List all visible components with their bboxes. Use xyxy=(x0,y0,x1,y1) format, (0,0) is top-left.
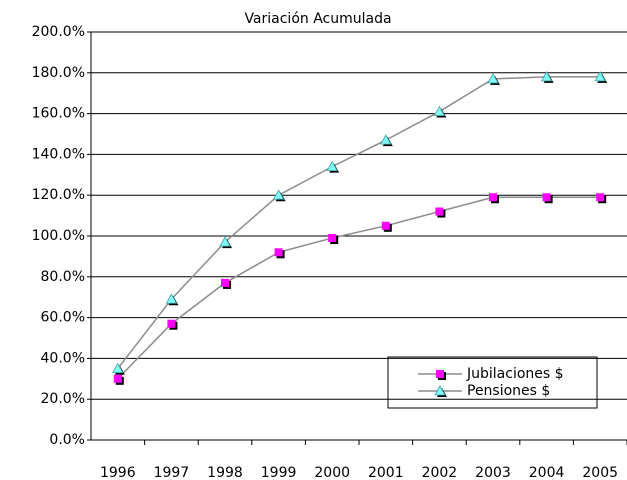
marker-part xyxy=(487,73,499,84)
y-tick-label: 160.0% xyxy=(32,106,85,122)
marker xyxy=(112,362,125,375)
x-tick-label: 2001 xyxy=(368,465,404,480)
marker xyxy=(542,193,553,204)
marker-part xyxy=(274,248,283,257)
x-tick-label: 1999 xyxy=(261,465,297,480)
y-tick-label: 200.0% xyxy=(32,24,85,40)
marker xyxy=(436,370,446,380)
marker-part xyxy=(221,278,229,287)
marker-part xyxy=(489,193,497,202)
marker-part xyxy=(380,134,392,145)
y-tick-label: 60.0% xyxy=(41,310,85,326)
marker xyxy=(433,105,447,118)
marker xyxy=(489,193,499,204)
marker-part xyxy=(434,385,446,396)
marker xyxy=(540,71,554,83)
marker xyxy=(165,293,179,306)
x-tick-label: 2003 xyxy=(475,465,511,480)
series-line xyxy=(117,196,601,380)
y-tick-label: 20.0% xyxy=(41,391,85,407)
legend-label: Pensiones $ xyxy=(467,383,550,399)
marker-part xyxy=(328,234,337,243)
y-tick-label: 0.0% xyxy=(49,432,85,448)
y-tick-label: 180.0% xyxy=(32,65,85,81)
marker-part xyxy=(112,362,124,374)
x-tick-label: 2005 xyxy=(582,465,618,480)
legend-label: Jubilaciones $ xyxy=(466,366,564,382)
marker xyxy=(596,193,607,204)
marker-part xyxy=(219,236,231,247)
x-tick-label: 2002 xyxy=(422,465,458,480)
marker xyxy=(221,278,231,289)
marker-part xyxy=(540,71,553,82)
series-line xyxy=(117,76,601,370)
marker-part xyxy=(594,71,606,82)
y-tick-label: 140.0% xyxy=(32,146,85,162)
marker xyxy=(219,236,232,249)
marker xyxy=(328,234,339,245)
marker xyxy=(380,134,393,147)
marker xyxy=(274,248,285,259)
x-tick-label: 1996 xyxy=(100,465,136,480)
marker-part xyxy=(596,193,605,202)
y-tick-label: 100.0% xyxy=(32,228,85,244)
marker xyxy=(167,319,178,330)
marker-part xyxy=(433,105,446,116)
marker-part xyxy=(272,189,285,200)
y-tick-label: 80.0% xyxy=(41,269,85,285)
marker xyxy=(435,207,446,218)
marker xyxy=(594,71,608,83)
x-tick-label: 2004 xyxy=(529,465,565,480)
marker-part xyxy=(436,370,444,378)
x-tick-label: 2000 xyxy=(314,465,350,480)
x-tick-label: 1998 xyxy=(207,465,243,480)
marker xyxy=(381,221,392,232)
x-tick-label: 1997 xyxy=(154,465,190,480)
marker xyxy=(434,385,447,397)
marker-part xyxy=(326,160,338,172)
marker xyxy=(272,189,286,202)
marker xyxy=(113,374,124,385)
marker-part xyxy=(113,374,122,383)
marker-part xyxy=(542,193,551,202)
marker-part xyxy=(167,319,176,328)
chart-title: Variación Acumulada xyxy=(244,11,391,27)
marker xyxy=(326,160,340,173)
y-tick-label: 40.0% xyxy=(41,350,85,366)
marker-part xyxy=(381,221,390,230)
marker-part xyxy=(435,207,444,216)
y-tick-label: 120.0% xyxy=(32,187,85,203)
marker xyxy=(487,73,500,85)
marker-part xyxy=(165,293,178,304)
